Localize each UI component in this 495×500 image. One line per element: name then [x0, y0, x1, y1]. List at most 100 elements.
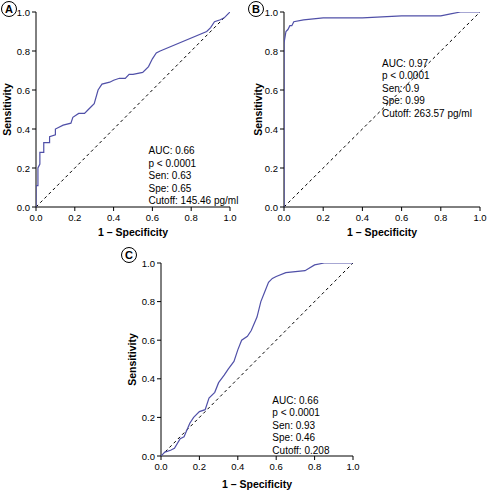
x-tick-label: 0.6 — [270, 461, 283, 472]
panel-label-circle — [122, 248, 137, 263]
x-axis-label: 1 – Specificity — [98, 226, 168, 238]
panel: A0.00.20.40.60.81.00.00.20.40.60.81.01 –… — [1, 2, 238, 239]
y-tick-label: 0.0 — [17, 202, 30, 213]
figure: A0.00.20.40.60.81.00.00.20.40.60.81.01 –… — [0, 0, 495, 500]
y-tick — [280, 168, 284, 169]
y-tick — [157, 456, 161, 457]
y-tick — [157, 378, 161, 379]
plot-area — [161, 263, 353, 456]
roc-curve — [36, 12, 230, 207]
roc-curve — [284, 12, 480, 207]
x-tick — [113, 207, 114, 211]
x-axis-label: 1 – Specificity — [347, 226, 417, 238]
x-tick-label: 0.0 — [29, 212, 42, 223]
x-tick-label: 0.2 — [68, 212, 81, 223]
annotation: Cutoff: 263.57 pg/ml — [382, 108, 472, 119]
y-tick — [157, 263, 161, 264]
plot-area — [36, 12, 230, 207]
y-axis-label: Sensitivity — [1, 83, 13, 136]
x-axis — [36, 207, 230, 208]
x-tick — [199, 456, 200, 460]
x-axis-label: 1 – Specificity — [222, 478, 292, 490]
x-tick — [152, 207, 153, 211]
x-tick — [74, 207, 75, 211]
x-tick-label: 0.8 — [185, 212, 198, 223]
annotation: AUC: 0.66 — [149, 145, 196, 156]
y-tick-label: 0.2 — [17, 163, 30, 174]
y-axis-label: Sensitivity — [252, 83, 264, 136]
y-tick — [32, 129, 36, 130]
y-tick-label: 0.0 — [265, 202, 278, 213]
y-tick — [32, 90, 36, 91]
panel-label-circle — [249, 2, 264, 17]
y-tick-label: 0.8 — [17, 46, 30, 57]
annotation: Sen: 0.63 — [149, 170, 192, 181]
x-tick-label: 0.4 — [356, 212, 369, 223]
x-tick — [353, 456, 354, 460]
y-tick-label: 0.4 — [265, 124, 278, 135]
annotation: Sen: 0.9 — [382, 83, 420, 94]
y-tick — [280, 12, 284, 13]
y-tick — [32, 12, 36, 13]
panel-label: B — [252, 3, 260, 15]
x-tick — [191, 207, 192, 211]
x-tick — [276, 456, 277, 460]
panel: C0.00.20.40.60.81.00.00.20.40.60.81.01 –… — [122, 248, 360, 491]
x-tick-label: 0.4 — [231, 461, 244, 472]
x-tick-label: 1.0 — [223, 212, 236, 223]
annotation: Cutoff: 0.208 — [272, 445, 330, 456]
x-tick-label: 1.0 — [473, 212, 486, 223]
x-tick-label: 0.2 — [317, 212, 330, 223]
panel-label-circle — [2, 2, 17, 17]
x-tick-label: 0.6 — [395, 212, 408, 223]
annotation: p < 0.0001 — [272, 407, 320, 418]
x-tick — [284, 207, 285, 211]
y-tick — [280, 129, 284, 130]
panel-label: C — [125, 249, 133, 261]
x-tick — [362, 207, 363, 211]
annotation: Sen: 0.93 — [272, 420, 315, 431]
y-tick — [157, 417, 161, 418]
y-tick — [32, 51, 36, 52]
x-tick-label: 1.0 — [346, 461, 359, 472]
y-tick — [157, 340, 161, 341]
y-tick-label: 0.8 — [142, 296, 155, 307]
y-tick — [32, 207, 36, 208]
reference-line — [161, 263, 353, 456]
y-tick-label: 0.0 — [142, 451, 155, 462]
x-tick-label: 0.8 — [434, 212, 447, 223]
y-tick-label: 0.8 — [265, 46, 278, 57]
y-tick-label: 0.4 — [17, 124, 30, 135]
x-tick — [237, 456, 238, 460]
y-axis — [161, 263, 162, 456]
y-tick-label: 0.2 — [265, 163, 278, 174]
annotation: p < 0.0001 — [149, 158, 197, 169]
annotation: Spe: 0.99 — [382, 95, 425, 106]
y-tick-label: 0.4 — [142, 373, 155, 384]
plot-area — [284, 12, 480, 207]
x-tick — [440, 207, 441, 211]
panel: B0.00.20.40.60.81.00.00.20.40.60.81.01 –… — [249, 2, 487, 239]
x-tick-label: 0.8 — [308, 461, 321, 472]
annotation: Spe: 0.65 — [149, 183, 192, 194]
annotation: p < 0.0001 — [382, 70, 430, 81]
y-tick-label: 0.6 — [142, 335, 155, 346]
annotation: Spe: 0.46 — [272, 432, 315, 443]
x-tick-label: 0.0 — [154, 461, 167, 472]
reference-line — [36, 12, 230, 207]
annotation: Cutoff: 145.46 pg/ml — [149, 195, 239, 206]
x-tick — [323, 207, 324, 211]
y-axis — [36, 12, 37, 207]
x-tick — [36, 207, 37, 211]
y-tick-label: 1.0 — [17, 7, 30, 18]
y-tick — [280, 51, 284, 52]
x-tick-label: 0.6 — [146, 212, 159, 223]
y-tick-label: 0.6 — [265, 85, 278, 96]
y-tick — [32, 168, 36, 169]
y-tick — [280, 207, 284, 208]
x-axis — [284, 207, 480, 208]
x-tick-label: 0.2 — [193, 461, 206, 472]
x-tick — [314, 456, 315, 460]
roc-curve — [161, 263, 353, 456]
y-tick-label: 0.2 — [142, 412, 155, 423]
